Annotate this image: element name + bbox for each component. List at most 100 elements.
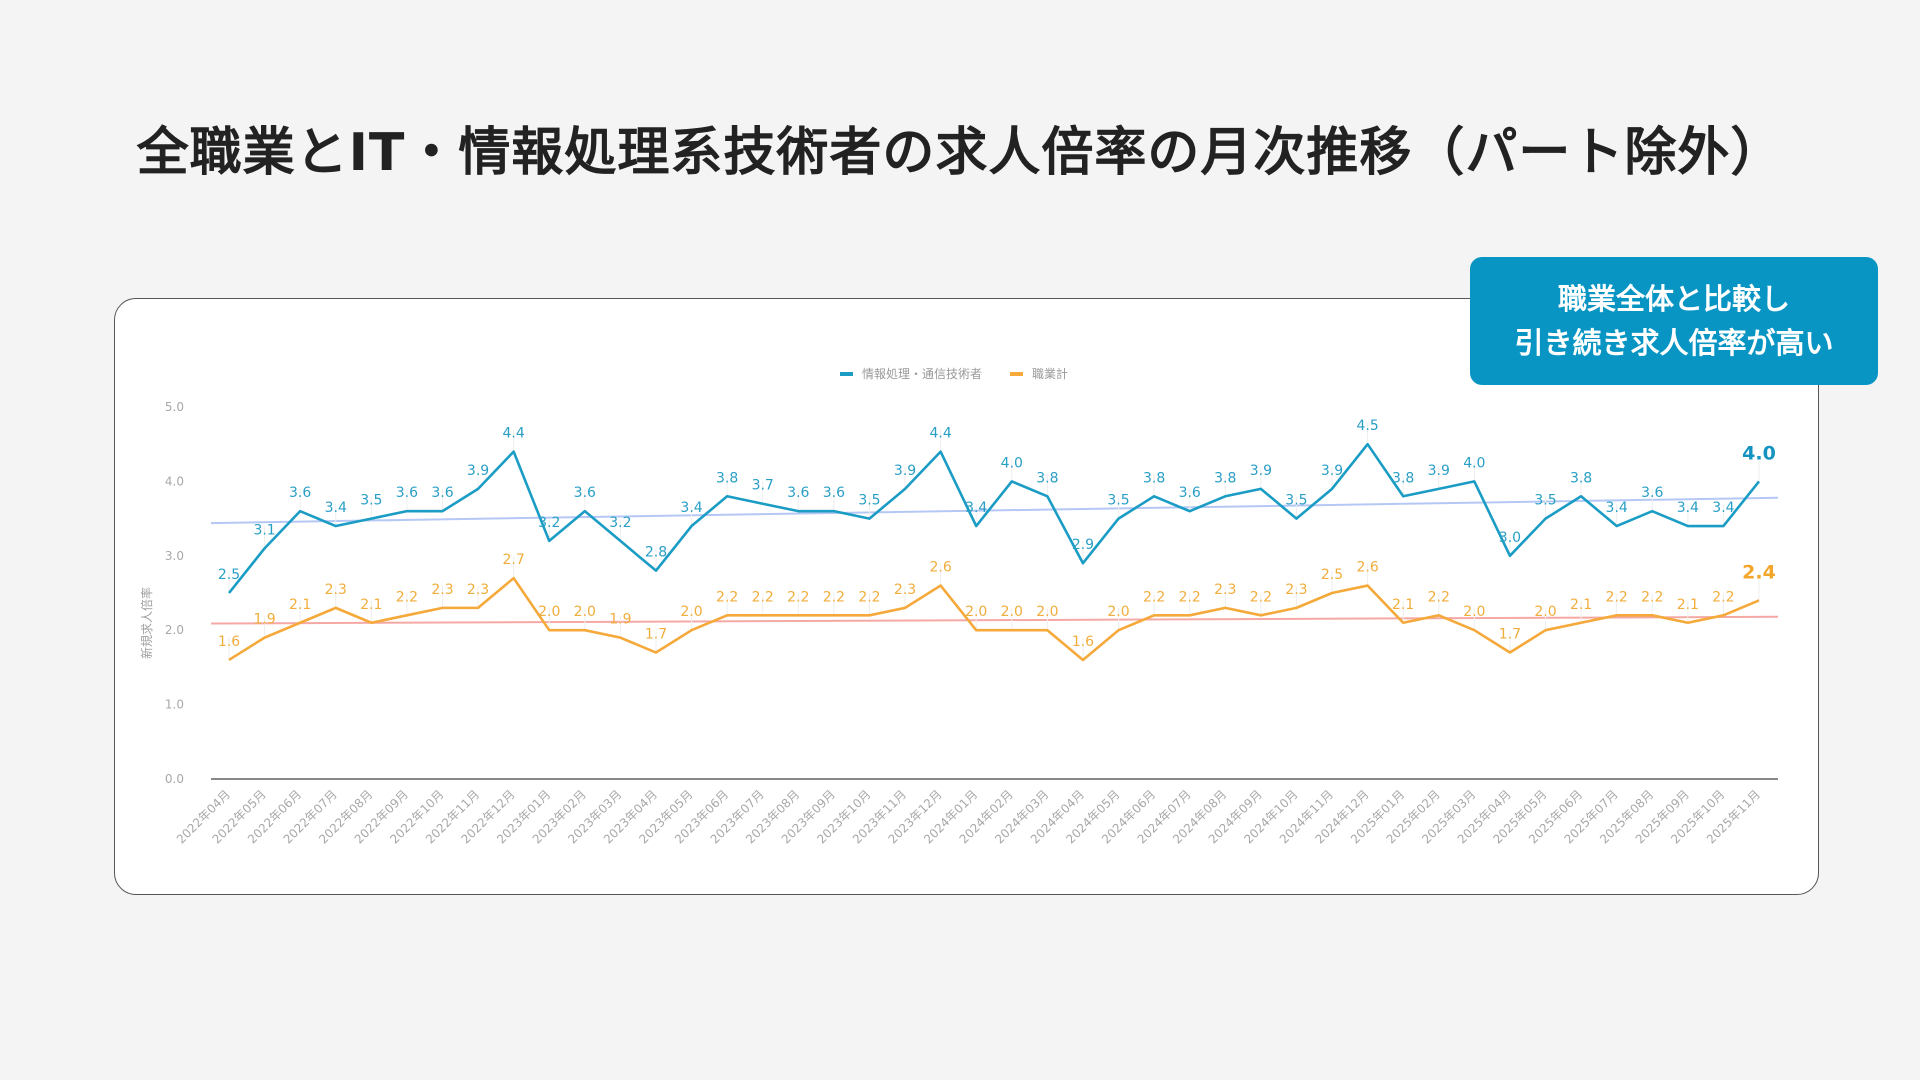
data-label: 3.4 [1606,500,1628,516]
data-label: 2.7 [503,552,525,568]
data-label: 3.8 [1570,470,1592,486]
data-label: 2.8 [645,545,667,561]
trend-line-all [210,615,1779,625]
data-label: 2.0 [538,604,560,620]
data-label: 3.5 [1285,493,1307,509]
data-label: 3.4 [1677,500,1699,516]
data-label: 2.0 [1534,604,1556,620]
data-label: 2.1 [1392,597,1414,613]
data-label: 3.0 [1499,530,1521,546]
data-label: 3.6 [787,485,809,501]
data-label: 3.6 [431,485,453,501]
data-label: 3.9 [1321,463,1343,479]
data-label: 2.6 [929,560,951,576]
data-label: 2.2 [858,589,880,605]
data-label: 4.5 [1356,418,1378,434]
y-tick-label: 3.0 [165,549,184,563]
data-label: 2.2 [1250,589,1272,605]
data-label: 4.0 [1742,442,1776,464]
legend-swatch-all [1010,372,1023,376]
data-label: 2.4 [1742,561,1776,583]
data-label: 3.4 [1712,500,1734,516]
data-label: 3.6 [396,485,418,501]
data-label: 2.2 [1712,589,1734,605]
data-label: 2.1 [1570,597,1592,613]
data-label: 2.2 [1428,589,1450,605]
data-label: 1.6 [1072,634,1094,650]
data-label: 4.0 [1463,455,1485,471]
series-line-all[interactable] [228,576,1760,662]
data-label: 3.4 [680,500,702,516]
data-label: 2.0 [680,604,702,620]
legend-swatch-it [840,372,853,376]
data-label: 2.0 [1107,604,1129,620]
data-label: 3.5 [360,493,382,509]
data-label: 3.6 [1641,485,1663,501]
data-label: 3.4 [325,500,347,516]
callout-box: 職業全体と比較し 引き続き求人倍率が高い [1470,257,1878,385]
data-label: 2.2 [1641,589,1663,605]
data-label: 2.6 [1356,560,1378,576]
legend-label-it[interactable]: 情報処理・通信技術者 [862,367,982,381]
data-label: 2.0 [1036,604,1058,620]
data-label: 2.2 [823,589,845,605]
data-label: 3.2 [538,515,560,531]
y-axis-label: 新規求人倍率 [139,587,154,659]
data-label: 2.3 [1285,582,1307,598]
data-label: 4.0 [1001,455,1023,471]
data-label: 4.4 [929,426,951,442]
data-label: 1.7 [1499,627,1521,643]
data-label: 3.1 [253,522,275,538]
y-tick-label: 1.0 [165,698,184,712]
data-label: 2.0 [1001,604,1023,620]
data-label: 2.5 [1321,567,1343,583]
y-tick-label: 0.0 [165,772,184,786]
data-label: 3.2 [609,515,631,531]
data-label: 3.5 [858,493,880,509]
data-label: 2.3 [1214,582,1236,598]
data-label: 2.0 [965,604,987,620]
data-label: 2.5 [218,567,240,583]
data-label: 1.9 [253,612,275,628]
data-label: 3.6 [289,485,311,501]
data-label: 2.2 [716,589,738,605]
data-label: 3.8 [1392,470,1414,486]
series-line-it[interactable] [227,442,1761,594]
data-label: 2.2 [1143,589,1165,605]
data-label: 1.7 [645,627,667,643]
data-label: 3.8 [1214,470,1236,486]
data-label: 3.6 [574,485,596,501]
data-label: 2.0 [1463,604,1485,620]
data-label: 2.9 [1072,537,1094,553]
data-label: 3.5 [1534,493,1556,509]
data-label: 2.2 [752,589,774,605]
data-label: 2.2 [1606,589,1628,605]
legend-label-all[interactable]: 職業計 [1032,366,1068,381]
data-label: 3.9 [467,463,489,479]
data-label: 3.4 [965,500,987,516]
data-label: 3.9 [1428,463,1450,479]
trend-line-it [210,496,1779,525]
data-label: 3.8 [716,470,738,486]
callout-line-2: 引き続き求人倍率が高い [1514,326,1834,360]
data-label: 1.9 [609,612,631,628]
page-title: 全職業とIT・情報処理系技術者の求人倍率の月次推移（パート除外） [136,123,1784,183]
data-label: 2.3 [325,582,347,598]
data-label: 2.0 [574,604,596,620]
y-tick-label: 2.0 [165,623,184,637]
data-label: 2.3 [467,582,489,598]
data-label: 3.9 [1250,463,1272,479]
data-label: 2.1 [360,597,382,613]
chart-card [114,298,1819,895]
data-label: 2.2 [787,589,809,605]
data-label: 3.7 [752,478,774,494]
callout-line-1: 職業全体と比較し [1557,282,1790,316]
y-tick-label: 5.0 [165,400,184,414]
data-label: 3.8 [1143,470,1165,486]
data-label: 3.6 [1179,485,1201,501]
data-label: 1.6 [218,634,240,650]
data-label: 3.5 [1107,493,1129,509]
data-label: 2.1 [289,597,311,613]
data-label: 2.3 [431,582,453,598]
